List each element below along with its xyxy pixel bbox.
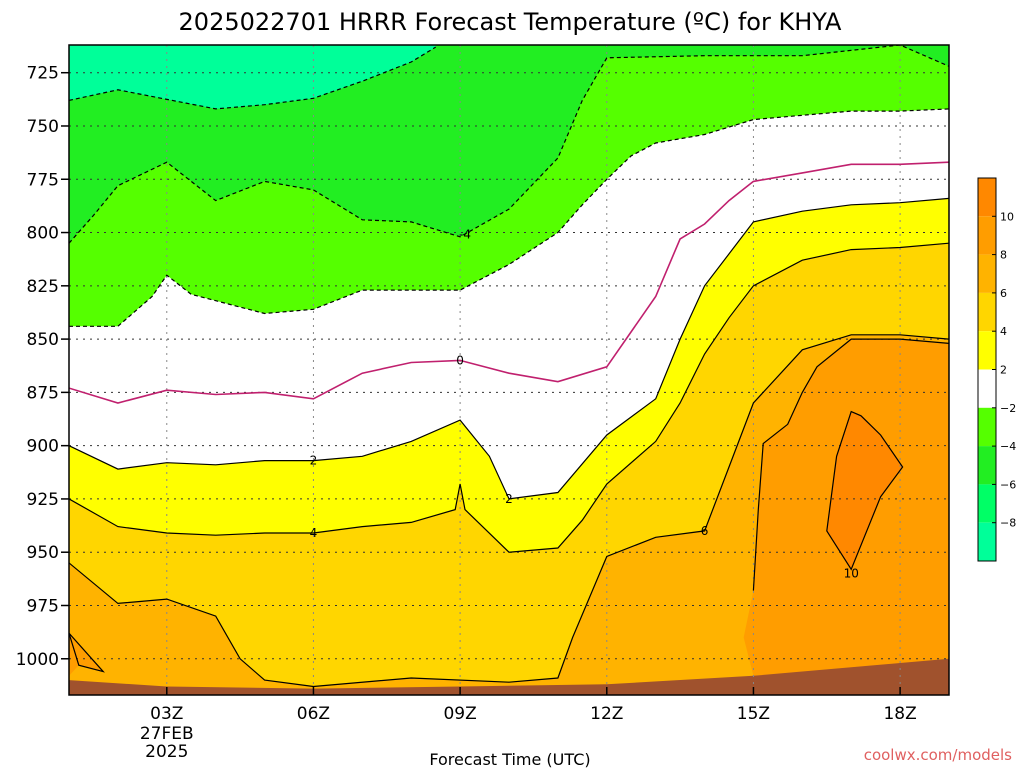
band-warm-8-0 (69, 633, 104, 676)
colorbar-label-8: 8 (1000, 249, 1007, 262)
y-tick-label-725: 725 (27, 64, 59, 84)
contour-label-6: 10 (844, 567, 859, 581)
contour-8-7 (69, 632, 105, 673)
watermark: coolwx.com/models (864, 746, 1012, 764)
x-tick-label-18Z: 18Z (883, 704, 916, 724)
x-tick-label-03Z: 03Z (150, 704, 183, 724)
y-tick-label-975: 975 (27, 596, 59, 616)
y-tick-label-950: 950 (27, 543, 59, 563)
contour-2-4 (69, 197, 949, 500)
colorbar-band--10 (978, 522, 996, 561)
y-tick-label-850: 850 (27, 330, 59, 350)
colorbar: 10 8 6 4 2 −2 −4 −6 −8 (977, 177, 1016, 562)
y-tick-label-925: 925 (27, 490, 59, 510)
x-tick-label-09Z: 09Z (443, 704, 476, 724)
band-warm-10 (826, 411, 903, 570)
y-tick-label-800: 800 (27, 224, 59, 244)
contour-label-4: 4 (310, 526, 318, 540)
x-tick-label-06Z: 06Z (297, 704, 330, 724)
colorbar-band-8 (978, 216, 996, 255)
colorbar-label--8: −8 (1000, 517, 1016, 530)
y-tick-label-875: 875 (27, 383, 59, 403)
x-tick-sublabel-0: 27FEB (140, 724, 194, 744)
y-tick-label-1000: 1000 (16, 650, 59, 670)
contour-label-5: 6 (701, 524, 709, 538)
colorbar-band--8 (978, 484, 996, 523)
contour-label-3: 2 (505, 492, 513, 506)
contour-8-8 (752, 338, 949, 591)
y-tick-label-900: 900 (27, 437, 59, 457)
colorbar-band--2 (978, 369, 996, 408)
x-tick-label-15Z: 15Z (737, 704, 770, 724)
contour--4-1 (69, 45, 949, 244)
contour-lines (69, 45, 949, 688)
contour-0-3 (69, 161, 949, 404)
contour-6-6 (69, 334, 949, 688)
colorbar-band-6 (978, 254, 996, 293)
colorbar-label-6: 6 (1000, 287, 1007, 300)
plot-frame (68, 44, 950, 696)
colorbar-label--2: −2 (1000, 402, 1016, 415)
y-tick-label-825: 825 (27, 277, 59, 297)
colorbar-label--6: −6 (1000, 478, 1016, 491)
colorbar-label-10: 10 (1000, 210, 1014, 223)
y-tick-label-775: 775 (27, 170, 59, 190)
colorbar-label--4: −4 (1000, 440, 1016, 453)
temperature-bands (69, 45, 949, 687)
y-tick-label-750: 750 (27, 117, 59, 137)
x-tick-label-12Z: 12Z (590, 704, 623, 724)
colorbar-band-10 (978, 178, 996, 217)
colorbar-band--4 (978, 407, 996, 447)
chart-title: 2025022701 HRRR Forecast Temperature (ºC… (179, 8, 843, 36)
colorbar-band-4 (978, 292, 996, 332)
contour-4-5 (69, 242, 949, 553)
colorbar-label-4: 4 (1000, 325, 1007, 338)
contour-labels: -4 0 2 2 4 6 10 (310, 228, 859, 581)
contour-label-2: 2 (310, 454, 318, 468)
terrain (69, 658, 949, 695)
contour-label-0: -4 (459, 228, 471, 242)
contour--2-2 (69, 108, 949, 327)
x-tick-sublabel-1: 2025 (145, 742, 188, 762)
contour--6-0 (69, 46, 437, 110)
contour-label-1: 0 (456, 353, 464, 367)
y-axis: 725 750 775 800 825 850 875 900 925 950 975 1000 (16, 64, 69, 670)
colorbar-label-2: 2 (1000, 364, 1007, 377)
band-above--6 (69, 45, 436, 109)
colorbar-band--6 (978, 446, 996, 485)
colorbar-band-2 (978, 331, 996, 370)
contour-10-9 (826, 410, 904, 571)
x-axis-label: Forecast Time (UTC) (429, 750, 590, 768)
terrain-layer (69, 658, 949, 695)
